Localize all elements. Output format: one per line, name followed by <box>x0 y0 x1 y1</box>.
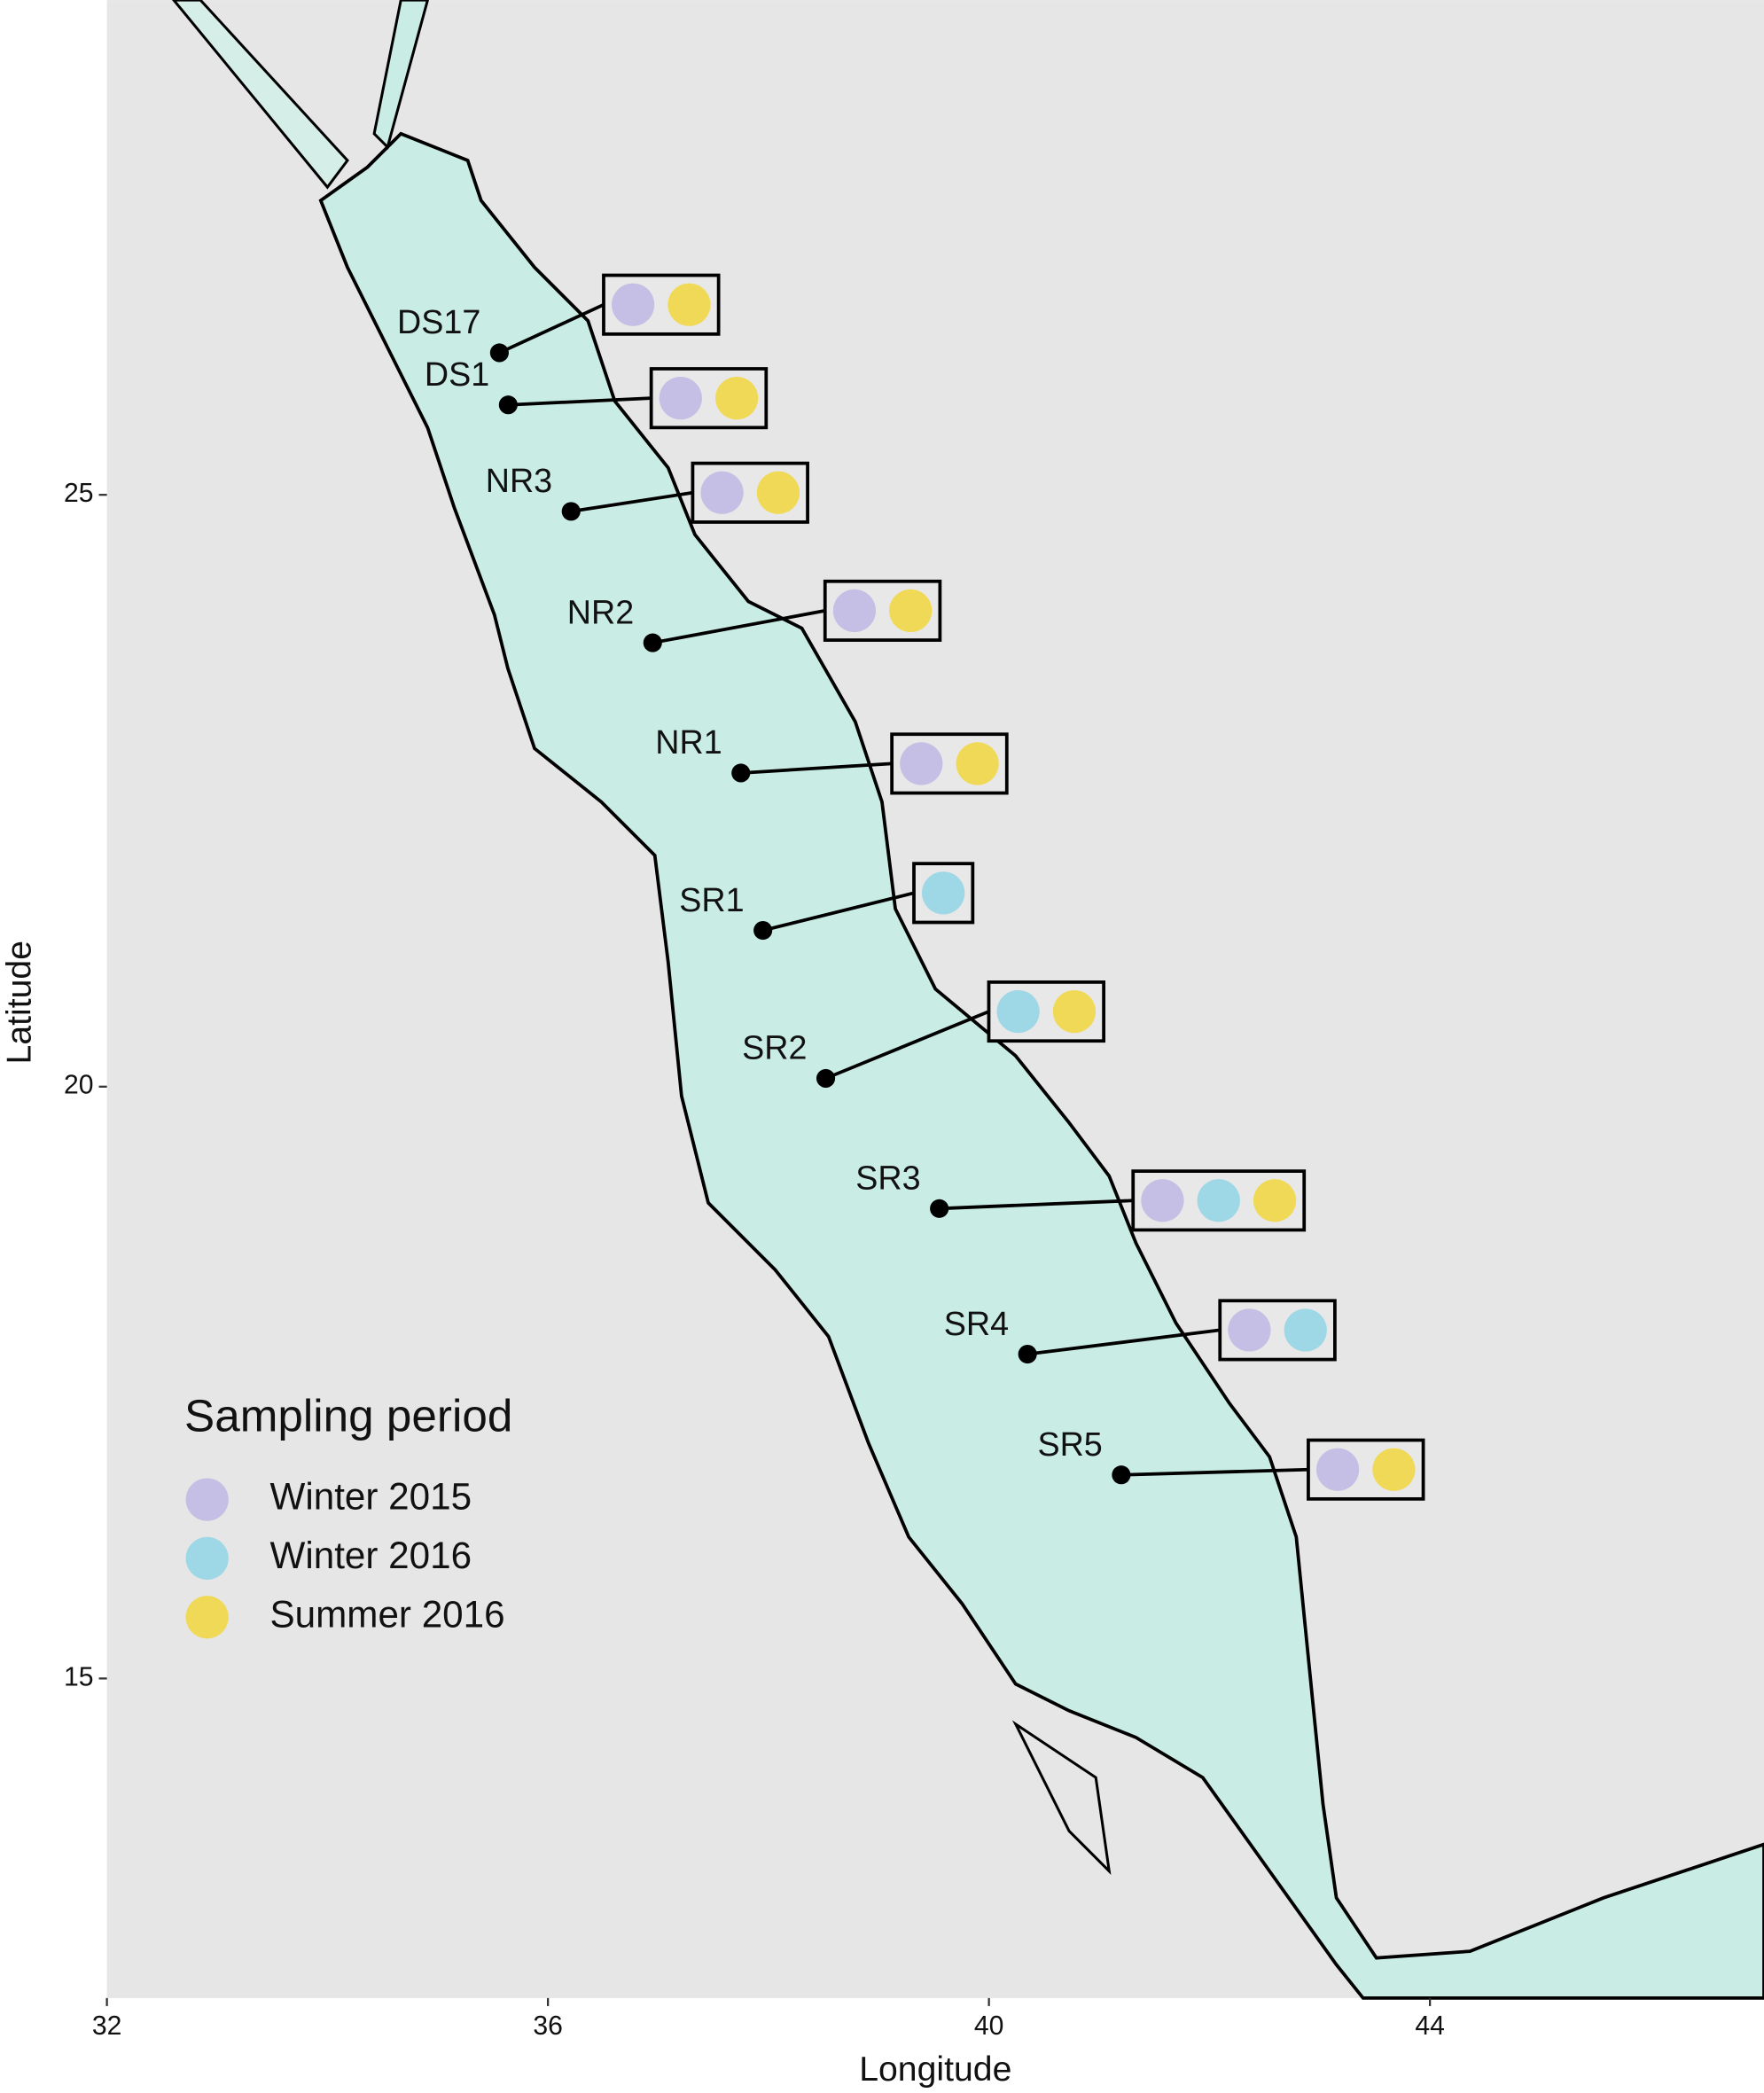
station-label: SR2 <box>742 1029 807 1066</box>
period-dot <box>922 871 965 915</box>
period-dot <box>612 283 655 326</box>
x-tick-label: 32 <box>92 2011 122 2041</box>
station-point <box>489 343 509 363</box>
period-dot <box>1315 1448 1360 1491</box>
period-dot <box>956 742 999 785</box>
station-label: SR4 <box>944 1305 1009 1342</box>
legend-swatch <box>185 1596 229 1639</box>
legend-label: Winter 2015 <box>270 1476 472 1518</box>
station-label: SR3 <box>855 1160 920 1197</box>
station-point <box>930 1199 949 1218</box>
station-label: NR2 <box>567 593 634 630</box>
period-dot <box>700 471 744 514</box>
period-dot <box>996 989 1040 1034</box>
x-tick-label: 44 <box>1415 2011 1445 2041</box>
x-tick-label: 36 <box>533 2011 563 2041</box>
y-axis-title: Latitude <box>0 941 38 1064</box>
leader-line <box>652 609 826 644</box>
leader-line <box>939 1199 1134 1211</box>
period-dot <box>900 742 943 785</box>
leader-line <box>762 891 915 933</box>
x-axis-title: Longitude <box>859 2050 1011 2089</box>
legend-label: Summer 2016 <box>270 1593 505 1635</box>
y-tick-label: 15 <box>64 1662 94 1691</box>
gulf-aqaba <box>372 0 430 150</box>
leader-line <box>570 490 693 513</box>
leader-line <box>740 761 893 775</box>
island <box>1011 1720 1112 1875</box>
y-tick-label: 25 <box>64 479 94 508</box>
station-point <box>1112 1465 1131 1485</box>
y-tick-label: 20 <box>64 1071 94 1100</box>
period-dot <box>1141 1179 1184 1222</box>
station-point <box>643 633 662 652</box>
station-point <box>731 763 751 783</box>
sea <box>318 131 1764 2000</box>
station-label: SR1 <box>679 881 744 918</box>
gulf-suez <box>171 0 349 190</box>
period-dot <box>1372 1448 1416 1491</box>
station-label: NR1 <box>655 723 722 761</box>
period-dot <box>756 471 800 514</box>
station-point <box>753 920 773 941</box>
station-label: DS1 <box>425 355 489 393</box>
period-dot <box>1197 1179 1240 1222</box>
period-dot <box>1052 989 1097 1034</box>
station-label: DS17 <box>397 303 480 340</box>
station-label: SR5 <box>1037 1425 1102 1463</box>
legend-title: Sampling period <box>184 1391 512 1441</box>
period-dot <box>889 589 933 633</box>
legend-swatch <box>185 1478 229 1521</box>
leader-line <box>1026 1328 1221 1356</box>
legend-label: Winter 2016 <box>270 1535 472 1576</box>
leader-line <box>508 396 652 407</box>
leader-line <box>1120 1467 1308 1477</box>
leader-line <box>498 302 605 355</box>
period-dot <box>1253 1179 1297 1222</box>
station-label: NR3 <box>486 462 552 499</box>
legend-swatch <box>185 1536 229 1581</box>
leader-line <box>824 1010 990 1081</box>
station-point <box>1018 1344 1037 1364</box>
period-dot <box>659 377 702 420</box>
period-dot <box>1284 1308 1327 1352</box>
station-point <box>816 1068 836 1088</box>
period-dot <box>715 377 759 420</box>
period-dot <box>1228 1308 1271 1352</box>
station-point <box>561 502 581 521</box>
station-point <box>498 395 518 415</box>
x-tick-label: 40 <box>974 2011 1004 2041</box>
period-dot <box>667 283 711 326</box>
period-dot <box>832 589 877 633</box>
